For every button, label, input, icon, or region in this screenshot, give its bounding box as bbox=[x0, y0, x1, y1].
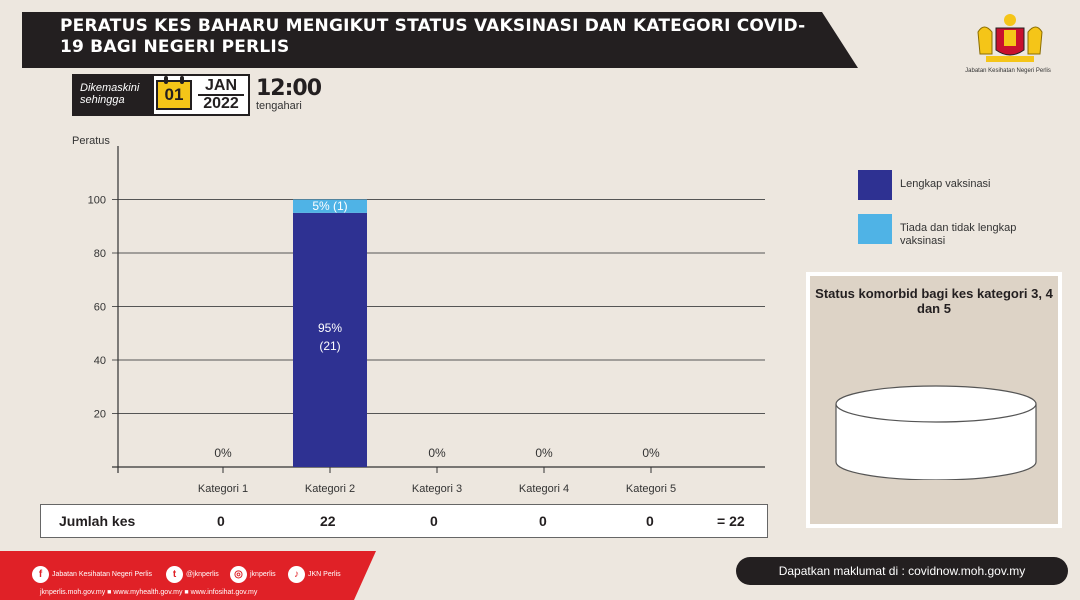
tiktok-handle: JKN Perlis bbox=[308, 571, 341, 578]
twitter-icon: t bbox=[166, 566, 183, 583]
legend-swatch-lengkap bbox=[858, 170, 892, 200]
facebook-icon: f bbox=[32, 566, 49, 583]
legend-swatch-tidak-lengkap bbox=[858, 214, 892, 244]
tiktok-icon: ♪ bbox=[288, 566, 305, 583]
y-tick-label: 60 bbox=[94, 302, 106, 314]
update-label: Dikemaskini sehingga bbox=[80, 82, 140, 106]
data-label-zero: 0% bbox=[214, 446, 232, 460]
x-tick-label: Kategori 2 bbox=[305, 483, 355, 495]
footer-urls[interactable]: jknperlis.moh.gov.my ■ www.myhealth.gov.… bbox=[40, 589, 258, 596]
total-cases-row: Jumlah kes 0 22 0 0 0 = 22 bbox=[40, 504, 768, 538]
footer-facebook-link[interactable]: f Jabatan Kesihatan Negeri Perlis bbox=[32, 566, 152, 583]
calendar-ring-icon bbox=[180, 76, 184, 84]
total-label: Jumlah kes bbox=[59, 513, 136, 529]
calendar-ring-icon bbox=[164, 76, 168, 84]
calendar-month: JAN bbox=[198, 78, 244, 96]
x-tick-label: Kategori 1 bbox=[198, 483, 248, 495]
legend-item: Tiada dan tidak lengkap vaksinasi bbox=[858, 214, 1058, 254]
footer-social-bar bbox=[0, 551, 376, 600]
total-kategori-3: 0 bbox=[430, 513, 438, 529]
instagram-icon: ◎ bbox=[230, 566, 247, 583]
page-title: PERATUS KES BAHARU MENGIKUT STATUS VAKSI… bbox=[60, 16, 806, 57]
update-date-box: Dikemaskini sehingga 01 JAN 2022 bbox=[72, 74, 250, 116]
total-kategori-1: 0 bbox=[217, 513, 225, 529]
y-tick-label: 20 bbox=[94, 409, 106, 421]
data-label-zero: 0% bbox=[535, 446, 553, 460]
x-tick-label: Kategori 3 bbox=[412, 483, 462, 495]
bar-tiada bbox=[293, 199, 367, 213]
title-banner bbox=[22, 12, 858, 68]
legend-label-tidak-lengkap: Tiada dan tidak lengkap vaksinasi bbox=[900, 222, 1017, 247]
y-axis-title: Peratus bbox=[72, 135, 110, 147]
update-time: 12:00 bbox=[256, 76, 322, 101]
update-label-bg bbox=[74, 76, 154, 114]
twitter-handle: @jknperlis bbox=[186, 571, 219, 578]
crest-caption: Jabatan Kesihatan Negeri Perlis bbox=[965, 68, 1051, 74]
chart-legend: Lengkap vaksinasi Tiada dan tidak lengka… bbox=[858, 170, 1058, 258]
total-kategori-4: 0 bbox=[539, 513, 547, 529]
comorbid-panel: Status komorbid bagi kes kategori 3, 4 d… bbox=[806, 272, 1062, 528]
y-tick-label: 100 bbox=[88, 195, 106, 207]
x-tick-label: Kategori 4 bbox=[519, 483, 569, 495]
calendar-day-number: 01 bbox=[164, 85, 184, 104]
footer-tiktok-link[interactable]: ♪ JKN Perlis bbox=[288, 566, 341, 583]
footer-instagram-link[interactable]: ◎ jknperlis bbox=[230, 566, 276, 583]
instagram-handle: jknperlis bbox=[250, 571, 276, 578]
data-label-zero: 0% bbox=[428, 446, 446, 460]
comorbid-title: Status komorbid bagi kes kategori 3, 4 d… bbox=[815, 286, 1053, 316]
coat-of-arms-logo bbox=[977, 14, 1043, 62]
y-tick-label: 80 bbox=[94, 248, 106, 260]
calendar-day: 01 bbox=[156, 76, 192, 110]
calendar-year: 2022 bbox=[203, 95, 239, 112]
legend-item: Lengkap vaksinasi bbox=[858, 170, 1058, 210]
bar-lengkap bbox=[293, 212, 367, 467]
data-label-bar: 95% bbox=[318, 321, 342, 335]
total-sum: = 22 bbox=[717, 513, 745, 529]
empty-pie-chart bbox=[835, 385, 1037, 480]
data-label-bar-count: (21) bbox=[319, 339, 340, 353]
footer-twitter-link[interactable]: t @jknperlis bbox=[166, 566, 219, 583]
y-tick-label: 40 bbox=[94, 355, 106, 367]
bar-chart: 20 40 60 80 100 Peratus Kategori 1 Kategori 2 Ka… bbox=[72, 135, 765, 495]
total-kategori-5: 0 bbox=[646, 513, 654, 529]
data-label-zero: 0% bbox=[642, 446, 660, 460]
update-time-period: tengahari bbox=[256, 100, 302, 112]
x-tick-label: Kategori 5 bbox=[626, 483, 676, 495]
facebook-handle: Jabatan Kesihatan Negeri Perlis bbox=[52, 571, 153, 578]
legend-label-lengkap: Lengkap vaksinasi bbox=[900, 178, 991, 190]
total-kategori-2: 22 bbox=[320, 513, 336, 529]
footer-info-link[interactable]: Dapatkan maklumat di : covidnow.moh.gov.… bbox=[736, 557, 1068, 585]
calendar-month-year: JAN 2022 bbox=[198, 78, 244, 112]
data-label-bar: 5% (1) bbox=[312, 199, 347, 213]
